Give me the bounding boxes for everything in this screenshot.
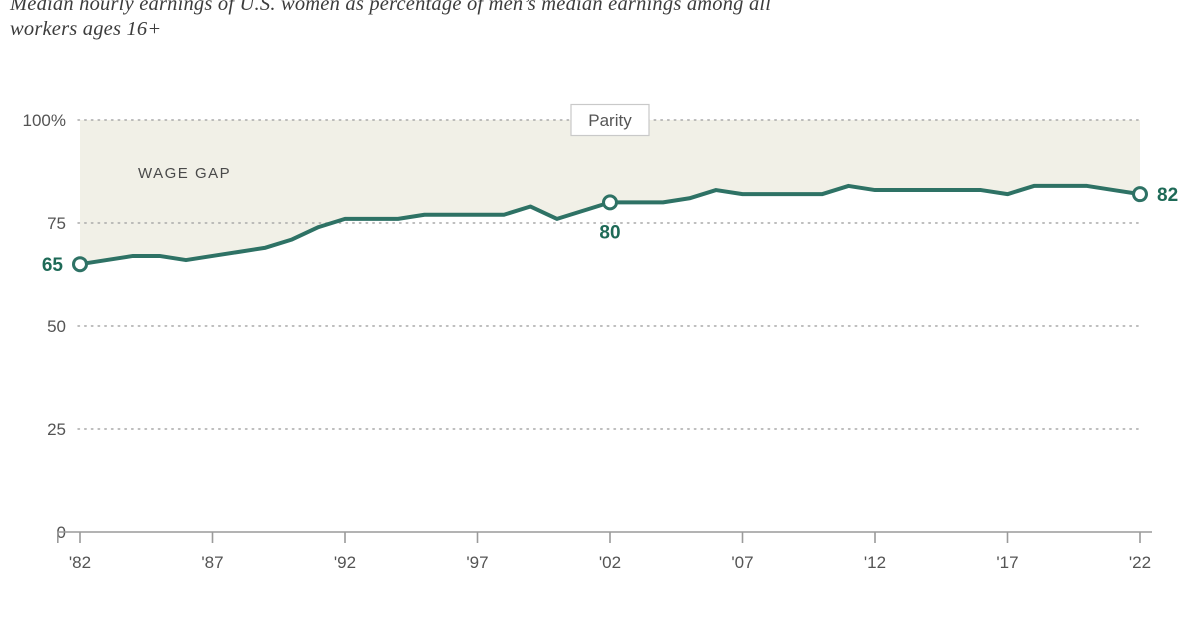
chart-subtitle: Median hourly earnings of U.S. women as … — [10, 0, 1160, 42]
x-tick-label: '82 — [69, 553, 91, 572]
value-label-2002: 80 — [599, 222, 620, 243]
wage-gap-label: WAGE GAP — [138, 165, 231, 182]
x-tick-label: '07 — [731, 553, 753, 572]
x-tick-label: '97 — [466, 553, 488, 572]
y-tick-label: 100% — [23, 111, 66, 130]
x-tick-label: '87 — [201, 553, 223, 572]
chart-subtitle-line2: workers ages 16+ — [10, 18, 162, 40]
y-tick-label: 50 — [47, 317, 66, 336]
x-tick-label: '17 — [996, 553, 1018, 572]
value-label-2022: 82 — [1157, 185, 1178, 206]
value-label-1982: 65 — [42, 255, 64, 276]
wage-gap-area — [80, 120, 1140, 265]
chart-subtitle-line1: Median hourly earnings of U.S. women as … — [10, 0, 772, 15]
x-tick-label: '92 — [334, 553, 356, 572]
y-tick-label: 25 — [47, 420, 66, 439]
x-tick-label: '12 — [864, 553, 886, 572]
marker-1982 — [72, 256, 88, 273]
marker-2002 — [602, 194, 618, 211]
parity-label: Parity — [588, 111, 632, 130]
marker-2022 — [1132, 186, 1148, 203]
x-tick-label: '22 — [1129, 553, 1151, 572]
y-tick-label: 75 — [47, 214, 66, 233]
x-tick-label: '02 — [599, 553, 621, 572]
parity-box — [570, 103, 650, 137]
